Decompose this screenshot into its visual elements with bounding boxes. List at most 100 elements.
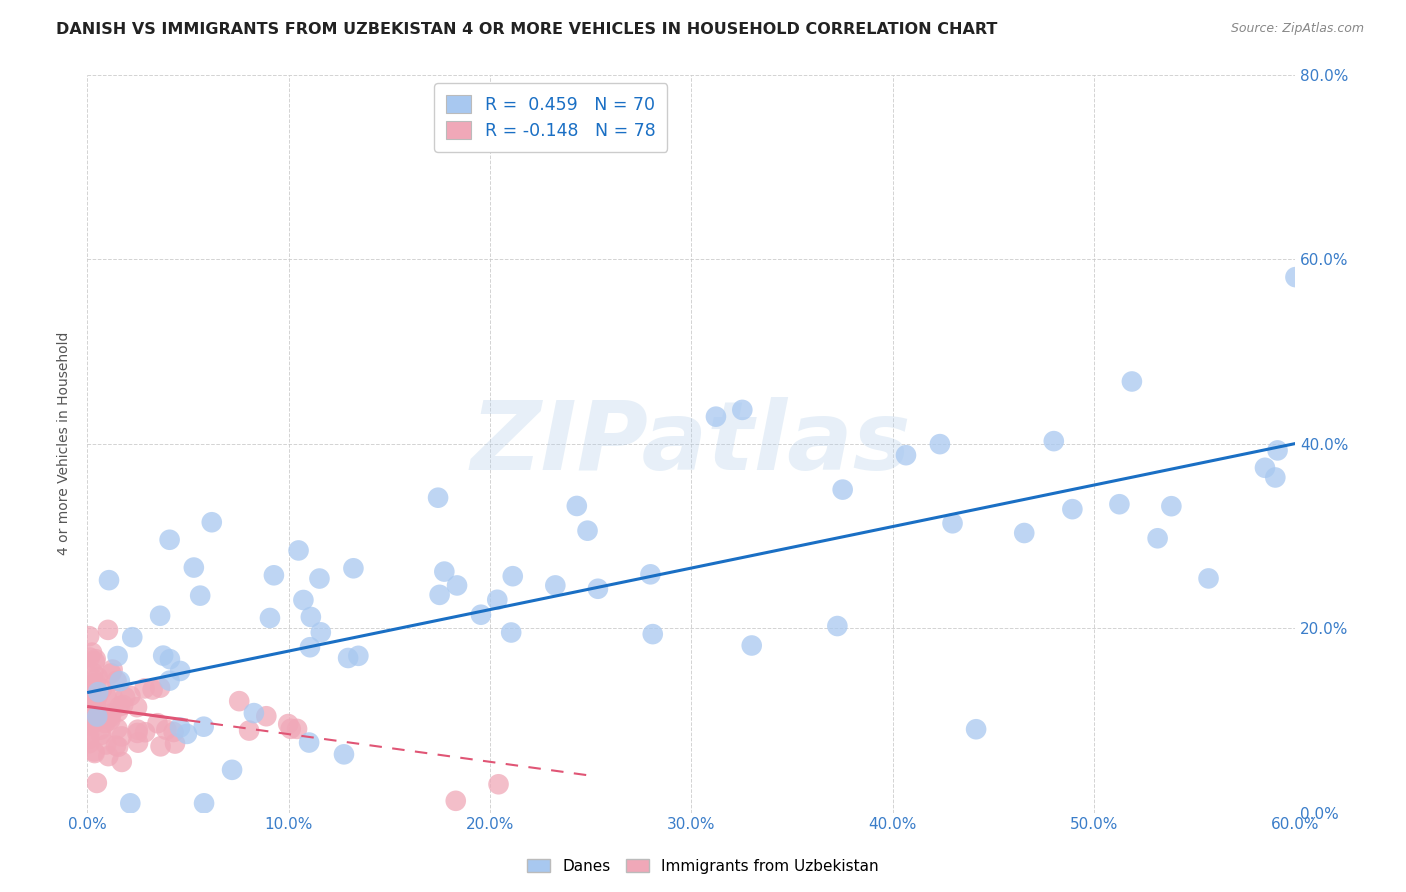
Point bbox=[97, 623, 120, 637]
Point bbox=[134, 725, 156, 739]
Point bbox=[1108, 497, 1130, 511]
Point bbox=[162, 725, 184, 739]
Point bbox=[228, 694, 250, 708]
Point bbox=[741, 639, 763, 653]
Point bbox=[111, 755, 134, 769]
Point bbox=[169, 664, 191, 678]
Point bbox=[112, 698, 135, 712]
Point bbox=[221, 763, 243, 777]
Point bbox=[80, 691, 103, 706]
Point bbox=[84, 676, 107, 690]
Point bbox=[1012, 526, 1035, 541]
Point bbox=[928, 437, 950, 451]
Point bbox=[586, 582, 609, 596]
Point bbox=[77, 691, 100, 706]
Point bbox=[155, 723, 177, 737]
Point bbox=[1254, 460, 1277, 475]
Point bbox=[831, 483, 853, 497]
Point bbox=[193, 797, 215, 811]
Point bbox=[731, 403, 754, 417]
Point bbox=[149, 608, 172, 623]
Point bbox=[114, 690, 136, 705]
Point bbox=[77, 691, 100, 706]
Point bbox=[86, 776, 108, 790]
Point bbox=[308, 572, 330, 586]
Point bbox=[86, 709, 108, 723]
Point bbox=[1198, 571, 1220, 585]
Point bbox=[77, 678, 100, 692]
Point bbox=[243, 706, 266, 720]
Point bbox=[79, 712, 101, 726]
Point bbox=[84, 652, 107, 666]
Point bbox=[77, 736, 100, 750]
Point bbox=[80, 716, 103, 731]
Point bbox=[77, 731, 100, 746]
Point bbox=[79, 706, 101, 720]
Point bbox=[127, 726, 149, 740]
Point bbox=[501, 625, 523, 640]
Point bbox=[98, 710, 121, 724]
Point bbox=[107, 705, 129, 719]
Point bbox=[894, 448, 917, 462]
Point bbox=[193, 720, 215, 734]
Point bbox=[127, 736, 149, 750]
Point bbox=[111, 730, 134, 744]
Point bbox=[427, 491, 450, 505]
Point bbox=[337, 651, 360, 665]
Point bbox=[1121, 375, 1143, 389]
Point bbox=[149, 739, 172, 754]
Point bbox=[105, 673, 128, 688]
Point bbox=[965, 723, 987, 737]
Point bbox=[104, 739, 127, 753]
Point bbox=[309, 625, 332, 640]
Point bbox=[90, 728, 112, 742]
Point bbox=[100, 706, 122, 721]
Y-axis label: 4 or more Vehicles in Household: 4 or more Vehicles in Household bbox=[58, 332, 72, 555]
Point bbox=[125, 700, 148, 714]
Point bbox=[254, 709, 277, 723]
Point bbox=[84, 698, 107, 712]
Point bbox=[159, 673, 181, 688]
Point bbox=[169, 721, 191, 735]
Point bbox=[941, 516, 963, 531]
Point bbox=[108, 699, 131, 714]
Point bbox=[565, 499, 588, 513]
Point bbox=[90, 709, 112, 723]
Point bbox=[287, 543, 309, 558]
Point bbox=[1146, 531, 1168, 545]
Point bbox=[149, 681, 172, 695]
Point bbox=[80, 684, 103, 698]
Point bbox=[83, 744, 105, 758]
Point bbox=[121, 630, 143, 644]
Point bbox=[77, 629, 100, 643]
Point bbox=[488, 777, 510, 791]
Text: Source: ZipAtlas.com: Source: ZipAtlas.com bbox=[1230, 22, 1364, 36]
Point bbox=[96, 690, 118, 705]
Point bbox=[82, 665, 104, 680]
Point bbox=[77, 716, 100, 731]
Point bbox=[299, 610, 322, 624]
Point bbox=[444, 794, 467, 808]
Point bbox=[502, 569, 524, 583]
Point bbox=[86, 690, 108, 704]
Point bbox=[163, 737, 186, 751]
Legend: Danes, Immigrants from Uzbekistan: Danes, Immigrants from Uzbekistan bbox=[522, 853, 884, 880]
Point bbox=[91, 681, 114, 696]
Point bbox=[433, 565, 456, 579]
Point bbox=[827, 619, 849, 633]
Point bbox=[89, 723, 111, 737]
Point bbox=[576, 524, 599, 538]
Point bbox=[1043, 434, 1066, 449]
Point bbox=[97, 749, 120, 764]
Point bbox=[79, 650, 101, 665]
Point bbox=[347, 648, 370, 663]
Point bbox=[83, 655, 105, 669]
Point bbox=[83, 746, 105, 760]
Point bbox=[101, 663, 124, 677]
Point bbox=[120, 689, 142, 703]
Point bbox=[105, 722, 128, 736]
Point bbox=[146, 716, 169, 731]
Point bbox=[176, 727, 198, 741]
Point bbox=[277, 717, 299, 731]
Point bbox=[1264, 470, 1286, 484]
